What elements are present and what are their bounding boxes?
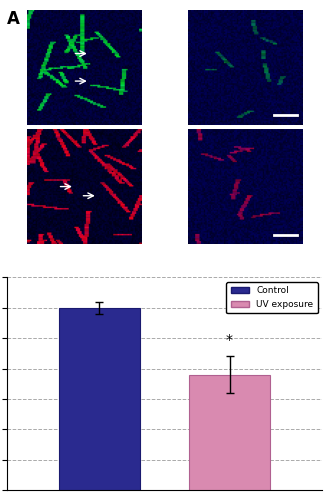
Bar [59, 308, 140, 500]
Text: A: A [7, 10, 19, 28]
Legend: Control, UV exposure: Control, UV exposure [226, 282, 318, 314]
Bar [189, 374, 270, 500]
Text: *: * [226, 333, 233, 347]
